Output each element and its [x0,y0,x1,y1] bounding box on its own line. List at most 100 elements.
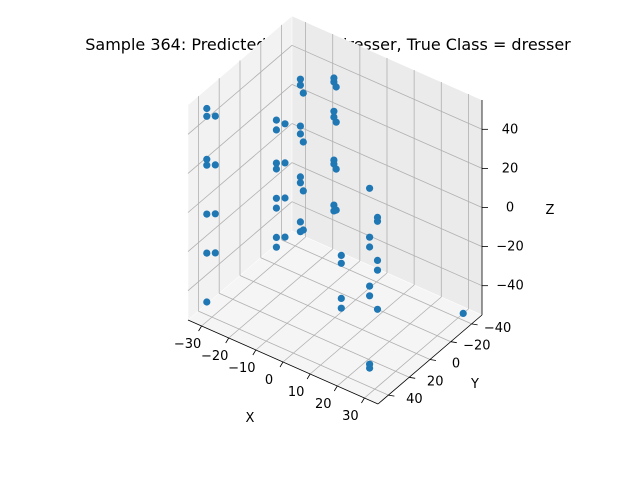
gridline-z-left [187,123,293,213]
x-tick-label: 30 [342,409,359,424]
axis-labels: X Y Z [246,203,555,426]
y-tick-mark [450,341,457,344]
data-point [332,118,340,126]
data-point [211,112,219,120]
data-point [281,233,289,241]
y-axis-label: Y [470,377,479,392]
data-point [203,112,211,120]
data-point [332,165,340,173]
data-point [366,282,374,290]
gridline-y-floor [281,239,472,325]
y-tick-mark [409,376,416,379]
data-point [296,75,304,83]
z-tick-label: −20 [496,240,523,255]
y-tick-label: 40 [406,392,423,407]
x-tick-label: 10 [288,385,305,400]
y-tick-mark [471,323,478,326]
data-point [272,126,280,134]
z-tick-label: 0 [506,201,514,216]
data-point [299,187,307,195]
data-point [459,309,467,317]
z-tick-label: −40 [496,279,523,294]
data-point [272,165,280,173]
data-point [366,233,374,241]
data-point [203,104,211,113]
data-point [272,233,280,241]
y-tick-mark [429,359,437,361]
gridline-y-floor [260,257,451,343]
gridline-z-back [291,201,483,287]
gridline-y-floor [219,292,410,378]
x-tick-label: 0 [265,373,273,388]
data-point [330,74,338,82]
data-point [373,256,382,264]
data-point [203,161,211,169]
data-point [272,116,280,124]
y-tick-label: 20 [427,374,444,389]
data-point [272,159,280,167]
data-point [373,213,382,221]
gridline-z-back [291,123,483,208]
data-point [330,107,338,115]
gridline-z-back [291,162,483,247]
data-point [296,173,304,181]
x-tick-label: −10 [228,361,255,376]
data-point [296,218,304,226]
data-point [337,304,345,312]
data-point [332,83,340,91]
x-tick-label: −20 [201,349,228,364]
data-point [366,184,374,192]
data-point [281,120,289,128]
data-point [281,194,289,202]
data-point [281,159,289,167]
data-point [272,194,280,202]
data-point [296,81,304,89]
x-tick-mark [306,373,311,380]
scatter-points [203,74,467,372]
gridline-y-floor [198,310,389,396]
axis-lines [187,100,488,405]
data-point [211,249,219,257]
gridline-y-floor [239,275,431,360]
data-point [366,364,374,372]
x-tick-mark [279,361,284,368]
data-point [211,161,219,169]
gridline-z-back [291,44,483,130]
data-point [203,155,211,163]
y-tick-label: −20 [463,339,490,354]
data-point [373,266,382,274]
x-tick-mark [333,385,338,392]
z-tick-label: 20 [502,161,519,176]
data-point [296,179,304,187]
data-point [332,206,340,214]
x-tick-label: −30 [174,337,201,352]
x-tick-mark [252,349,257,356]
data-point [296,130,304,138]
data-point [296,122,304,130]
x-tick-mark [198,325,202,332]
data-point [366,292,374,300]
y-tick-mark [388,394,395,397]
data-point [299,89,307,97]
x-axis-label: X [246,411,255,426]
data-point [211,210,219,218]
gridlines [187,22,483,399]
data-point [337,294,345,302]
gridline-z-left [187,201,293,291]
z-axis-label: Z [546,203,555,218]
y-tick-label: 0 [452,357,460,372]
y-tick-label: −40 [484,321,511,336]
x-tick-mark [225,337,230,344]
data-point [272,243,280,251]
data-point [337,251,345,259]
data-point [337,259,345,267]
data-point [203,210,211,218]
z-tick-label: 40 [502,122,519,137]
data-point [366,243,374,251]
data-point [299,226,307,234]
data-point [299,138,307,146]
x-tick-mark [361,397,365,404]
data-point [203,298,211,306]
